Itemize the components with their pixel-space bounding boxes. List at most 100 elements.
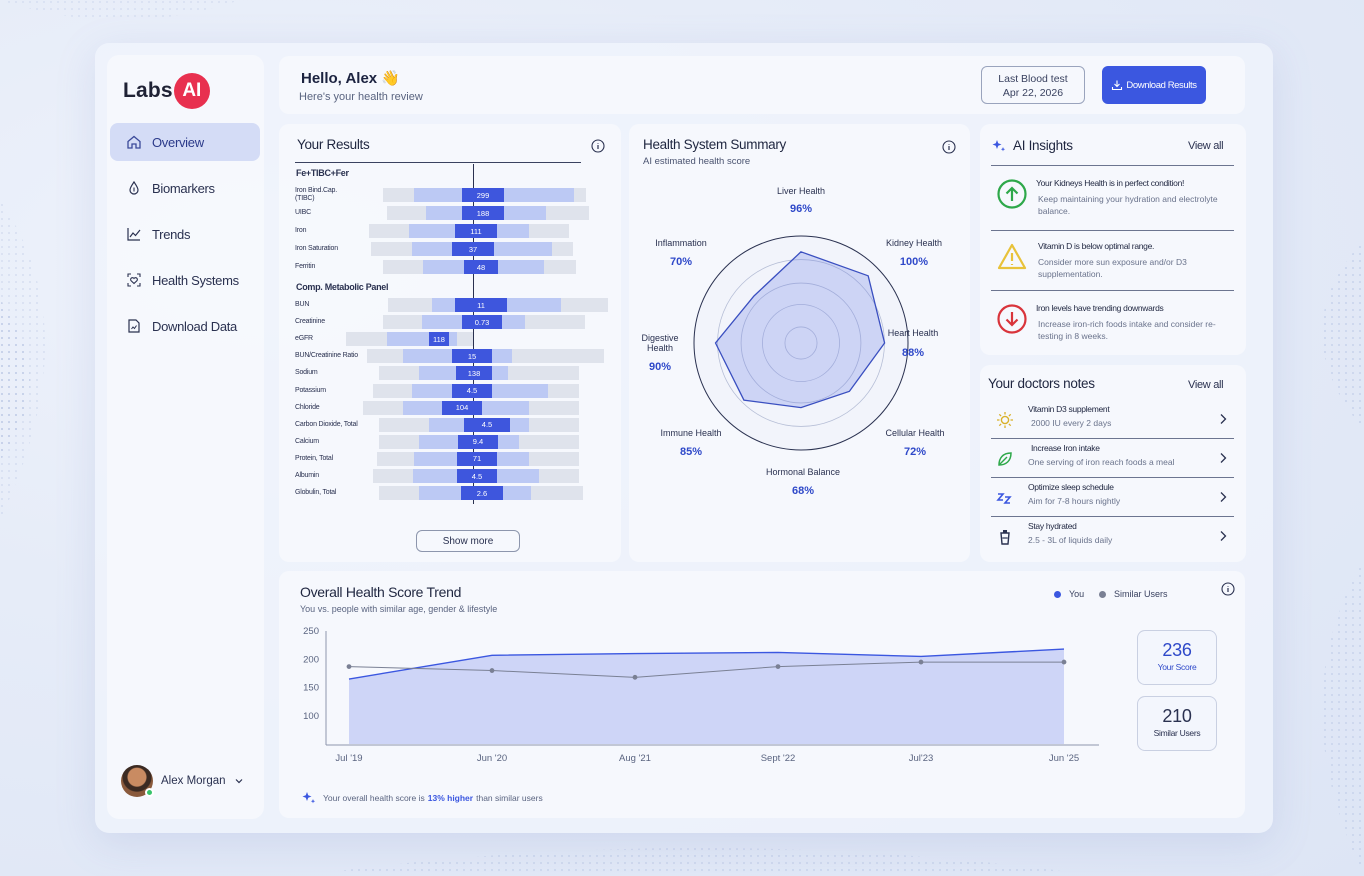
legend-you: You	[1054, 589, 1084, 599]
radar-axis-label: Hormonal Balance	[765, 467, 841, 477]
biomarker-bar[interactable]: 104	[279, 400, 621, 415]
biomarker-name: Globulin, Total	[295, 489, 337, 497]
similar-series-point[interactable]	[489, 668, 495, 673]
biomarker-bar[interactable]: 118	[279, 332, 621, 347]
biomarker-bar[interactable]: 2.6	[279, 486, 621, 501]
last-test-label: Last Blood test	[998, 73, 1068, 85]
x-tick-label: Jul'23	[909, 753, 934, 764]
download-icon	[1112, 80, 1123, 91]
greeting-subtitle: Here's your health review	[299, 91, 423, 103]
biomarker-bar[interactable]: 48	[279, 260, 621, 274]
note-text: 2.5 - 3L of liquids daily	[1028, 535, 1113, 545]
health-summary-subtitle: AI estimated health score	[643, 156, 751, 167]
biomarker-name: Chloride	[295, 403, 320, 411]
similar-series-point[interactable]	[775, 664, 781, 669]
sidebar-item-biomarkers[interactable]: Biomarkers	[110, 169, 260, 207]
sidebar-item-health-systems[interactable]: Health Systems	[110, 261, 260, 299]
doctor-note-item[interactable]: Optimize sleep schedule Aim for 7-8 hour…	[991, 479, 1234, 517]
note-title: Increase Iron intake	[1031, 443, 1100, 453]
biomarker-value: 4.5	[464, 417, 510, 432]
y-tick-label: 100	[303, 711, 319, 722]
drop-icon	[129, 180, 139, 195]
biomarker-bar[interactable]: 9.4	[279, 434, 621, 449]
chevron-right-icon	[1220, 492, 1227, 502]
your-score-label: Your Score	[1157, 662, 1197, 672]
user-menu[interactable]: Alex Morgan	[121, 765, 244, 797]
biomarker-bar[interactable]: 4.5	[279, 469, 621, 483]
info-icon[interactable]	[942, 140, 956, 154]
footnote-pre: Your overall health score is	[323, 793, 425, 803]
radar-axis-label: Liver Health	[776, 186, 826, 196]
doctors-notes-title: Your doctors notes	[988, 376, 1095, 391]
x-tick-label: Jul '19	[335, 753, 362, 764]
insight-title: Your Kidneys Health is in perfect condit…	[1036, 178, 1185, 188]
radar-axis-value: 90%	[648, 361, 672, 373]
biomarker-value: 0.73	[462, 315, 502, 330]
chevron-right-icon	[1220, 531, 1227, 541]
doctor-note-item[interactable]: Stay hydrated 2.5 - 3L of liquids daily	[991, 518, 1234, 556]
sidebar-item-overview[interactable]: Overview	[110, 123, 260, 161]
info-icon[interactable]	[1221, 582, 1235, 596]
sidebar-item-trends[interactable]: Trends	[110, 215, 260, 253]
chevron-down-icon	[235, 779, 242, 784]
biomarker-name: Calcium	[295, 437, 319, 445]
x-tick-label: Jun '20	[477, 753, 507, 764]
similar-series-point[interactable]	[346, 664, 352, 669]
heart-scan-icon	[127, 273, 141, 287]
download-results-button[interactable]: Download Results	[1102, 66, 1206, 104]
sidebar-item-download-data[interactable]: Download Data	[110, 307, 260, 345]
download-results-label: Download Results	[1126, 79, 1197, 91]
biomarker-bar[interactable]: 4.5	[279, 383, 621, 398]
biomarker-value: 9.4	[458, 434, 498, 449]
insights-view-all-link[interactable]: View all	[1188, 140, 1224, 152]
note-title: Stay hydrated	[1028, 521, 1077, 531]
biomarker-name: Creatinine	[295, 318, 325, 326]
similar-series-point[interactable]	[918, 659, 924, 665]
insight-title: Vitamin D is below optimal range.	[1038, 241, 1155, 251]
trend-footnote: Your overall health score is 13% higher …	[301, 790, 543, 806]
biomarker-bar[interactable]: 71	[279, 451, 621, 466]
biomarker-bar[interactable]: 15	[279, 349, 621, 364]
header: Hello, Alex 👋 Here's your health review …	[279, 56, 1245, 114]
show-more-button[interactable]: Show more	[416, 530, 520, 552]
last-blood-test-button[interactable]: Last Blood test Apr 22, 2026	[981, 66, 1085, 104]
radar-axis-label: Digestive Health	[641, 333, 679, 353]
biomarker-bar[interactable]: 299	[279, 188, 621, 202]
info-icon[interactable]	[591, 139, 605, 153]
trend-title: Overall Health Score Trend	[300, 584, 462, 600]
biomarker-value: 15	[452, 349, 492, 364]
notes-view-all-link[interactable]: View all	[1188, 379, 1224, 391]
similar-series-point[interactable]	[1061, 659, 1067, 665]
biomarker-bar[interactable]: 0.73	[279, 315, 621, 330]
biomarker-bar[interactable]: 4.5	[279, 417, 621, 432]
biomarker-bar[interactable]: 111	[279, 224, 621, 238]
legend-dot-similar	[1099, 590, 1106, 598]
you-series-area	[349, 649, 1064, 744]
you-series-line	[348, 648, 1065, 680]
results-card: Your Results Fe+TIBC+Fer Iron Bind.Cap. (…	[279, 124, 621, 562]
radar-axis-label: Immune Health	[660, 428, 722, 438]
biomarker-name: Potassium	[295, 386, 326, 394]
user-name: Alex Morgan	[161, 775, 226, 787]
biomarker-bar[interactable]: 37	[279, 242, 621, 256]
doctor-note-item[interactable]: Increase Iron intake One serving of iron…	[991, 440, 1234, 478]
file-icon	[128, 319, 140, 333]
biomarker-name: Iron	[295, 227, 307, 234]
y-tick-label: 200	[303, 654, 319, 665]
biomarker-name: Carbon Dioxide, Total	[295, 420, 358, 428]
radar-axis-value: 85%	[679, 446, 703, 458]
biomarker-bar[interactable]: 188	[279, 206, 621, 220]
legend-dot-you	[1054, 590, 1061, 598]
biomarker-bar[interactable]: 138	[279, 366, 621, 381]
legend-similar-label: Similar Users	[1114, 589, 1168, 599]
similar-series-point[interactable]	[632, 674, 638, 680]
doctor-note-item[interactable]: Vitamin D3 supplement 2000 IU every 2 da…	[991, 401, 1234, 439]
logo[interactable]: Labs AI	[123, 73, 210, 109]
radar-axis-label: Inflammation	[655, 238, 707, 248]
biomarker-bar[interactable]: 11	[279, 298, 621, 312]
trend-chart: 100 150 200 250 Jul '19 Jun '20 Aug '21 Sept '2…	[303, 626, 1099, 764]
radar-axis-value: 70%	[669, 256, 693, 268]
radar-axis-value: 96%	[789, 203, 813, 215]
arrow-up-circle-icon	[997, 179, 1027, 209]
footnote-highlight: 13% higher	[427, 793, 474, 803]
